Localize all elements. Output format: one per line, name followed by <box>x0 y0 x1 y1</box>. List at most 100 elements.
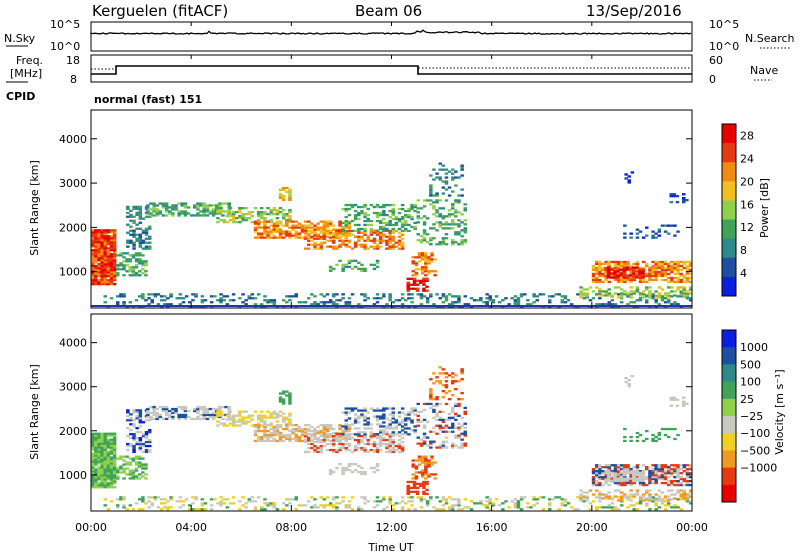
velocity-cell <box>272 425 277 429</box>
velocity-cell <box>363 472 367 476</box>
velocity-cell <box>263 433 267 437</box>
velocity-cell <box>181 500 186 503</box>
power-cell <box>391 235 395 238</box>
velocity-cell <box>278 414 283 417</box>
velocity-cell <box>673 470 677 473</box>
power-cell <box>451 303 455 306</box>
velocity-cell <box>244 502 248 505</box>
velocity-cell <box>610 477 615 481</box>
power-cell <box>288 230 292 233</box>
power-cell <box>391 211 395 215</box>
velocity-cell <box>97 452 101 455</box>
velocity-cell <box>103 436 107 439</box>
velocity-cell <box>406 490 410 493</box>
power-cell <box>307 297 311 300</box>
power-cell <box>654 274 658 278</box>
power-cell <box>623 262 627 266</box>
power-cell <box>391 209 395 213</box>
velocity-cell <box>438 428 442 431</box>
power-cell <box>595 293 599 296</box>
velocity-cell <box>216 424 220 427</box>
velocity-cell <box>100 438 104 441</box>
power-cell <box>435 201 439 204</box>
velocity-cell <box>219 500 223 503</box>
power-cell <box>138 209 143 212</box>
power-cell <box>341 239 345 242</box>
velocity-cell <box>164 405 169 409</box>
velocity-cell <box>285 504 289 507</box>
power-cell <box>94 239 98 242</box>
velocity-cell <box>288 437 292 441</box>
power-cell <box>616 268 621 272</box>
power-cell <box>638 272 642 275</box>
power-cell <box>388 219 392 223</box>
power-cell <box>657 264 662 268</box>
velocity-cell <box>180 413 184 417</box>
power-cell <box>516 303 521 306</box>
power-cell <box>353 229 358 233</box>
power-cell <box>388 221 392 225</box>
power-cell <box>651 270 655 274</box>
velocity-cell <box>422 492 426 495</box>
velocity-cell <box>91 440 95 443</box>
power-cell <box>638 278 643 282</box>
power-cell <box>654 278 658 282</box>
velocity-cell <box>667 479 671 483</box>
velocity-cell <box>260 437 264 441</box>
power-cell <box>460 213 464 216</box>
velocity-cell <box>673 476 677 479</box>
velocity-cell <box>291 437 295 441</box>
power-cell <box>341 265 345 268</box>
velocity-cell <box>131 459 136 462</box>
velocity-cell <box>163 506 167 509</box>
power-cell <box>400 247 405 250</box>
velocity-cell <box>119 457 123 460</box>
velocity-cell <box>444 376 449 379</box>
velocity-cell <box>164 411 169 415</box>
power-cell <box>407 223 411 227</box>
power-cell <box>297 224 302 227</box>
velocity-cell <box>97 440 101 443</box>
velocity-cell <box>660 491 665 494</box>
power-cell <box>613 266 618 270</box>
velocity-cell <box>275 431 280 435</box>
velocity-cell <box>412 490 417 493</box>
power-cell <box>476 299 480 302</box>
velocity-cell <box>180 407 184 411</box>
power-cell <box>144 231 149 234</box>
power-cell <box>91 243 95 246</box>
power-cell <box>628 268 633 271</box>
velocity-cell <box>625 471 630 474</box>
velocity-cell <box>91 462 95 465</box>
power-cell <box>263 222 267 225</box>
power-cell <box>196 204 200 207</box>
velocity-cell <box>613 472 618 475</box>
power-cell <box>325 293 330 296</box>
velocity-cell <box>322 506 327 509</box>
velocity-cell <box>648 493 652 496</box>
power-cell <box>360 293 364 296</box>
power-cell <box>112 249 117 252</box>
velocity-cell <box>94 446 98 449</box>
velocity-cell <box>573 508 577 511</box>
velocity-cell <box>660 502 665 505</box>
velocity-cell <box>360 470 364 474</box>
velocity-cell <box>397 444 402 448</box>
velocity-cell <box>244 422 248 425</box>
power-cell <box>425 277 429 280</box>
power-cell <box>141 297 145 300</box>
power-cell <box>429 188 433 191</box>
power-cell <box>263 228 267 231</box>
velocity-cell <box>404 425 408 428</box>
power-cell <box>186 212 191 215</box>
velocity-cell <box>414 475 419 478</box>
power-cell <box>372 211 377 215</box>
velocity-cell <box>144 411 149 414</box>
velocity-cell <box>363 419 367 422</box>
power-cell <box>260 226 264 229</box>
velocity-cell <box>135 411 139 414</box>
velocity-cell <box>256 437 261 441</box>
velocity-cell <box>676 491 680 494</box>
power-cell <box>360 243 364 246</box>
velocity-cell <box>422 432 427 435</box>
